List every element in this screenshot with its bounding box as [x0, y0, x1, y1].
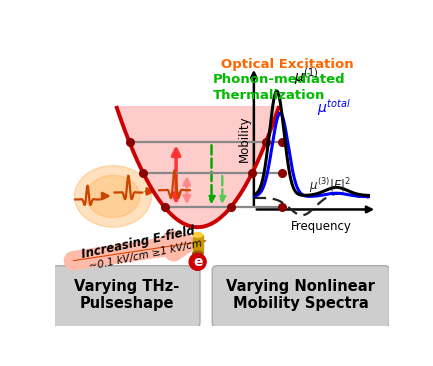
Text: Varying THz-
Pulseshape: Varying THz- Pulseshape [74, 279, 179, 311]
Text: Varying Nonlinear
Mobility Spectra: Varying Nonlinear Mobility Spectra [226, 279, 375, 311]
Text: Mobility: Mobility [238, 115, 251, 161]
Text: $\mu^{(3)}|E|^2$: $\mu^{(3)}|E|^2$ [309, 176, 352, 194]
Text: Thermalization: Thermalization [213, 89, 326, 102]
Ellipse shape [86, 175, 140, 217]
Text: Phonon-mediated: Phonon-mediated [213, 73, 346, 86]
Text: $\mu^{total}$: $\mu^{total}$ [317, 97, 351, 118]
Polygon shape [193, 235, 203, 253]
FancyBboxPatch shape [54, 266, 200, 327]
Text: $\mu^{(1)}$: $\mu^{(1)}$ [294, 66, 318, 87]
Ellipse shape [193, 232, 203, 237]
Text: e: e [193, 255, 202, 269]
Ellipse shape [193, 251, 203, 256]
Text: Optical Excitation: Optical Excitation [221, 58, 353, 71]
Ellipse shape [74, 165, 152, 227]
Circle shape [189, 253, 206, 270]
Text: Increasing E-field: Increasing E-field [81, 224, 196, 261]
Text: ~0.1 kV/cm ≥1 kV/cm: ~0.1 kV/cm ≥1 kV/cm [89, 238, 204, 272]
Text: Frequency: Frequency [291, 220, 352, 233]
FancyBboxPatch shape [212, 266, 389, 327]
